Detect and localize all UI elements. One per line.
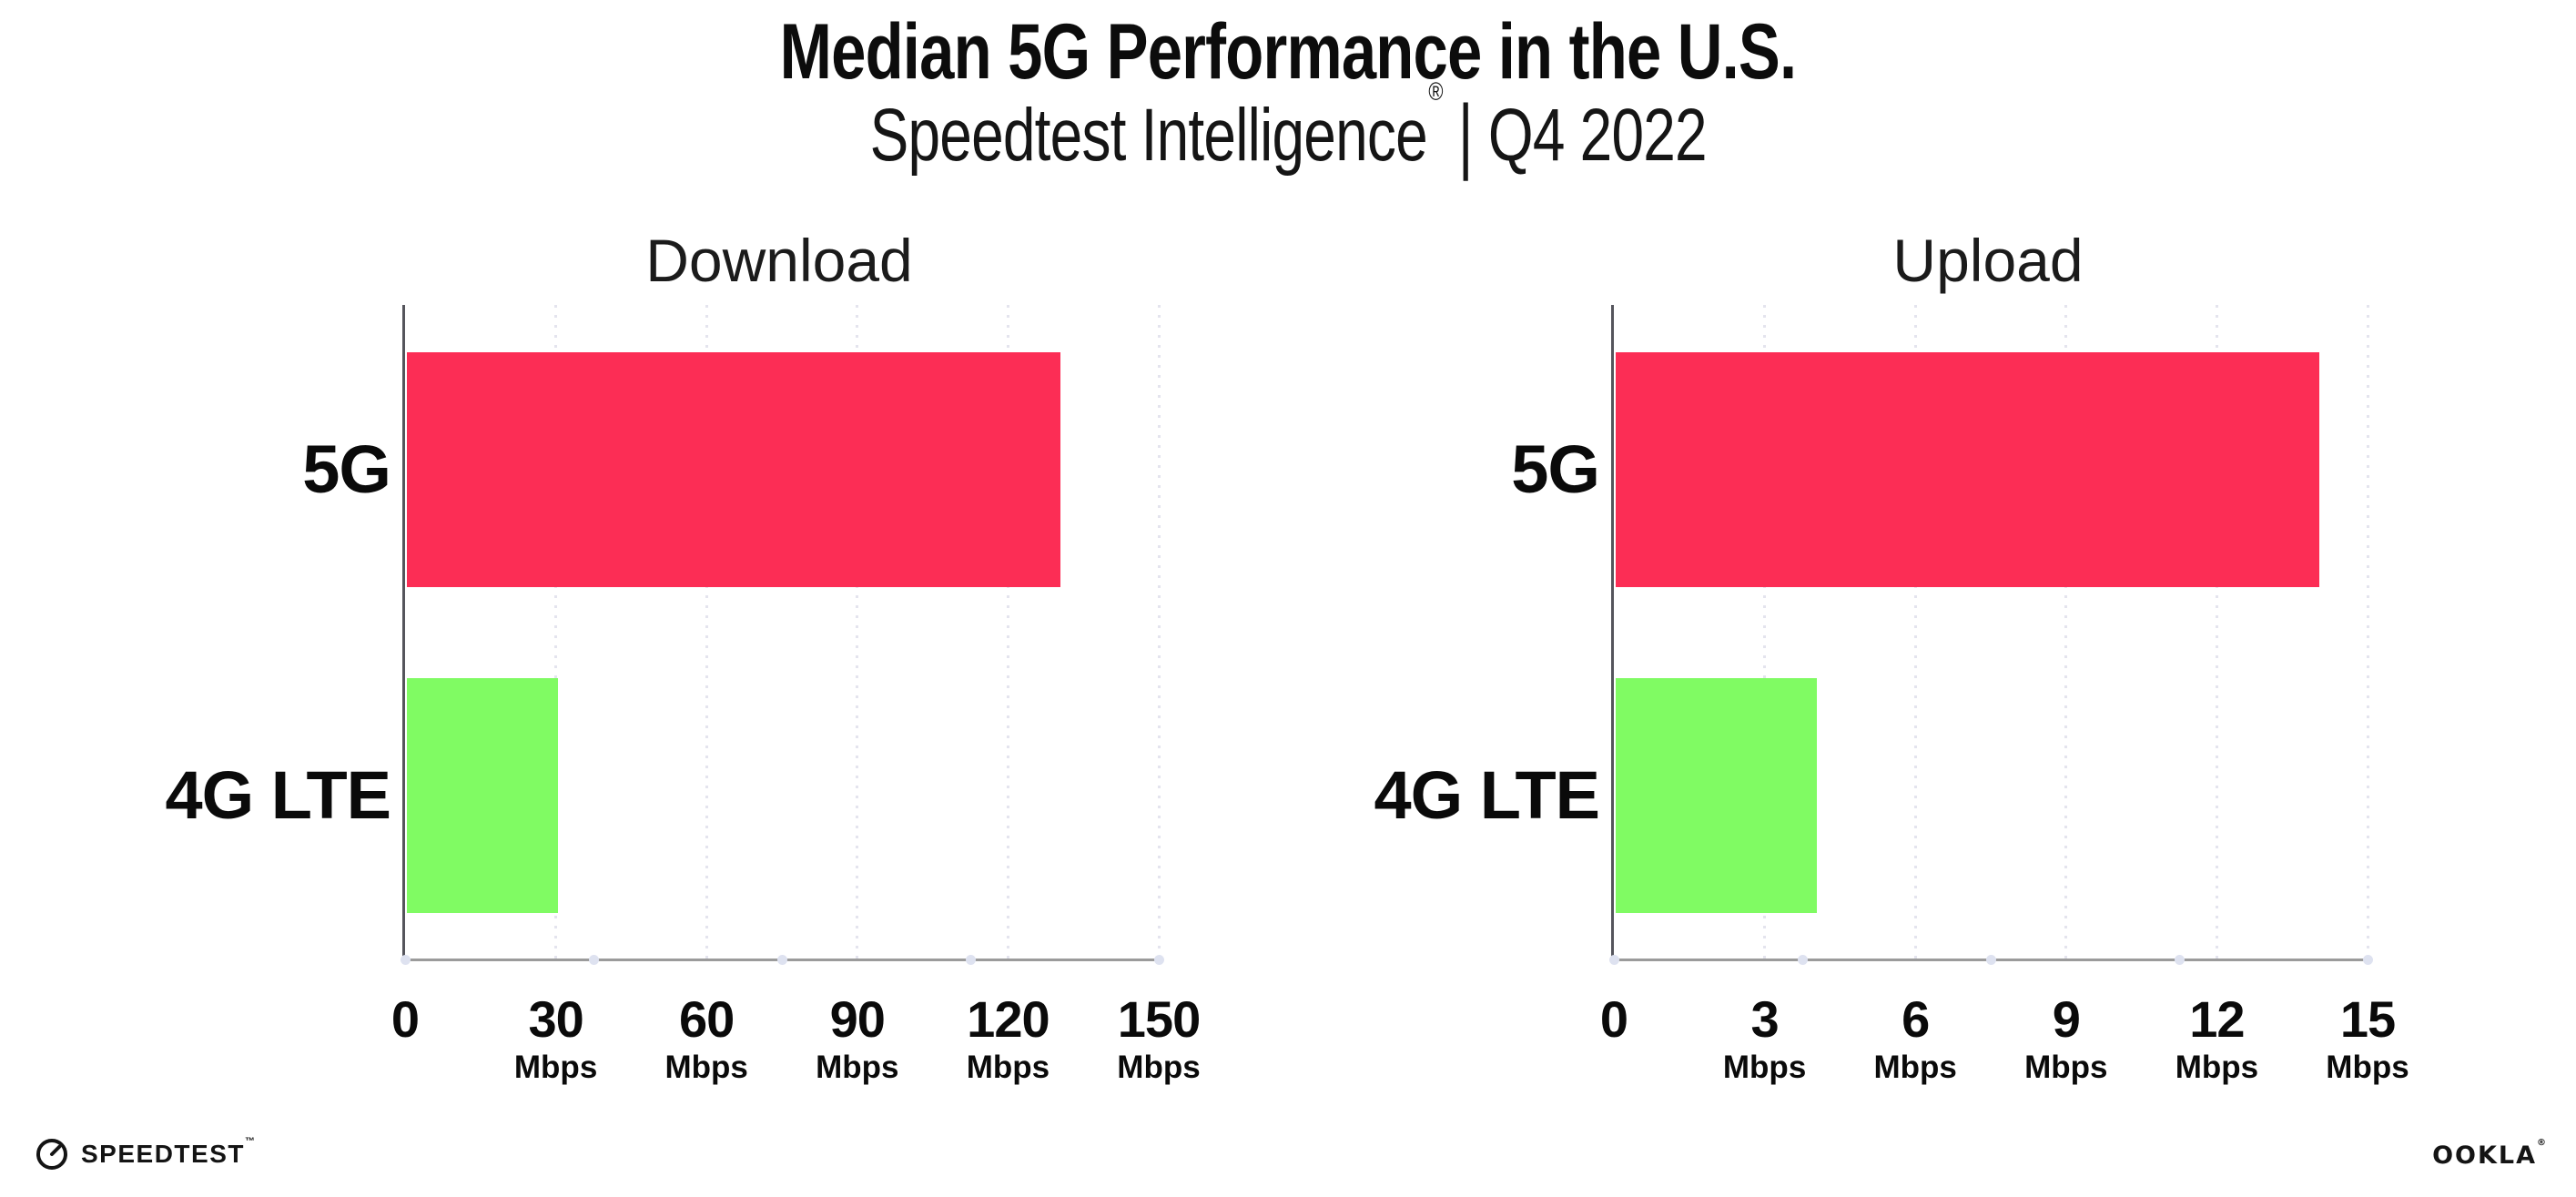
x-tick-0: 0 [390, 990, 420, 1048]
subtitle-brand: Speedtest Intelligence [869, 94, 1427, 177]
x-tick-unit-60: Mbps [664, 1050, 748, 1085]
x-tick-unit-150: Mbps [1117, 1050, 1201, 1085]
row-label-4g-lte: 4G LTE [1374, 757, 1600, 833]
speedtest-logo: SPEEDTEST™ [35, 1136, 255, 1172]
x-tick-unit-6: Mbps [1873, 1050, 1957, 1085]
x-tick-0: 0 [1599, 990, 1628, 1048]
x-tick-60: 60 [679, 990, 735, 1048]
gridline-15 [2366, 305, 2369, 959]
axis-marker-dot-75 [965, 955, 976, 965]
bar-4g-lte-download [407, 678, 558, 913]
page-title: Median 5G Performance in the U.S. [779, 8, 1798, 96]
axis-marker-dot-0 [1608, 955, 1619, 965]
speedtest-gauge-icon [35, 1137, 69, 1172]
upload-plot-area: 5G 4G LTE 0 3 Mbps 6 Mbps 9 Mbps 12 Mbps 15 Mbps [1374, 305, 2409, 1085]
x-axis-tick-labels: 0 30 Mbps 60 Mbps 90 Mbps 120 Mbps 150 Mbps [391, 959, 1201, 1104]
row-label-5g: 5G [1511, 431, 1600, 507]
subtitle-period: Q4 2022 [1487, 94, 1708, 177]
axis-marker-dot-25 [1797, 955, 1808, 965]
chart-title-upload: Upload [1892, 227, 2084, 294]
x-tick-9: 9 [2052, 990, 2081, 1048]
trademark-mark: ™ [244, 1135, 255, 1147]
page-subtitle: Speedtest Intelligence® | Q4 2022 [0, 77, 2576, 182]
x-tick-15: 15 [2339, 990, 2396, 1048]
gridline-60 [705, 305, 708, 959]
x-tick-12: 12 [2189, 990, 2245, 1048]
registered-mark: ® [1428, 76, 1443, 106]
row-label-5g: 5G [302, 431, 391, 507]
gridline-6 [1913, 305, 1917, 959]
gridline-30 [554, 305, 558, 959]
upload-chart-panel: Upload 5G 4G LTE 0 3 Mbps 6 Mbps 9 Mbps 12 Mbps 15 M… [1338, 226, 2409, 1100]
x-tick-unit-120: Mbps [966, 1050, 1050, 1085]
chart-title-download: Download [645, 227, 913, 294]
bar-5g-download [407, 352, 1060, 587]
ookla-logo: OOKLA® [2432, 1138, 2546, 1170]
download-plot-area: 5G 4G LTE 0 30 Mbps 60 Mbps 90 Mbps 120 Mbps 150 Mbp… [165, 305, 1201, 1085]
x-tick-unit-3: Mbps [1722, 1050, 1807, 1085]
bar-5g-upload [1616, 352, 2319, 587]
subtitle-separator: | [1457, 88, 1474, 182]
speedtest-wordmark: SPEEDTEST™ [81, 1135, 255, 1168]
x-tick-90: 90 [829, 990, 886, 1048]
axis-marker-dot-100 [1153, 955, 1164, 965]
x-tick-unit-90: Mbps [816, 1050, 899, 1085]
axis-marker-dot-75 [2174, 955, 2185, 965]
bar-4g-lte-upload [1616, 678, 1817, 913]
x-tick-30: 30 [528, 990, 583, 1048]
axis-marker-dot-50 [1985, 955, 1996, 965]
gridline-150 [1157, 305, 1161, 959]
row-label-4g-lte: 4G LTE [165, 757, 391, 833]
gridline-9 [2064, 305, 2068, 959]
x-tick-150: 150 [1117, 990, 1201, 1048]
x-tick-6: 6 [1902, 990, 1930, 1048]
x-tick-3: 3 [1750, 990, 1780, 1048]
download-chart-panel: Download 5G 4G LTE 0 30 Mbps 60 Mbps 90 Mbps 120 M… [129, 226, 1201, 1100]
axis-marker-dot-100 [2362, 955, 2373, 965]
axis-marker-dot-50 [776, 955, 787, 965]
x-tick-unit-30: Mbps [513, 1050, 598, 1085]
x-tick-unit-12: Mbps [2175, 1050, 2259, 1085]
x-tick-unit-15: Mbps [2326, 1050, 2409, 1085]
gridline-3 [1763, 305, 1767, 959]
x-axis-tick-labels: 0 3 Mbps 6 Mbps 9 Mbps 12 Mbps 15 Mbps [1600, 959, 2409, 1104]
x-tick-unit-9: Mbps [2024, 1050, 2108, 1085]
gridline-90 [856, 305, 859, 959]
gridline-120 [1006, 305, 1009, 959]
ookla-wordmark: OOKLA [2432, 1141, 2537, 1170]
charts-row: Download 5G 4G LTE 0 30 Mbps 60 Mbps 90 Mbps 120 M… [0, 226, 2576, 1100]
axis-marker-dot-25 [588, 955, 599, 965]
x-tick-120: 120 [967, 990, 1050, 1048]
axis-marker-dot-0 [400, 955, 411, 965]
gridline-12 [2215, 305, 2218, 959]
ookla-registered-mark: ® [2537, 1138, 2546, 1148]
